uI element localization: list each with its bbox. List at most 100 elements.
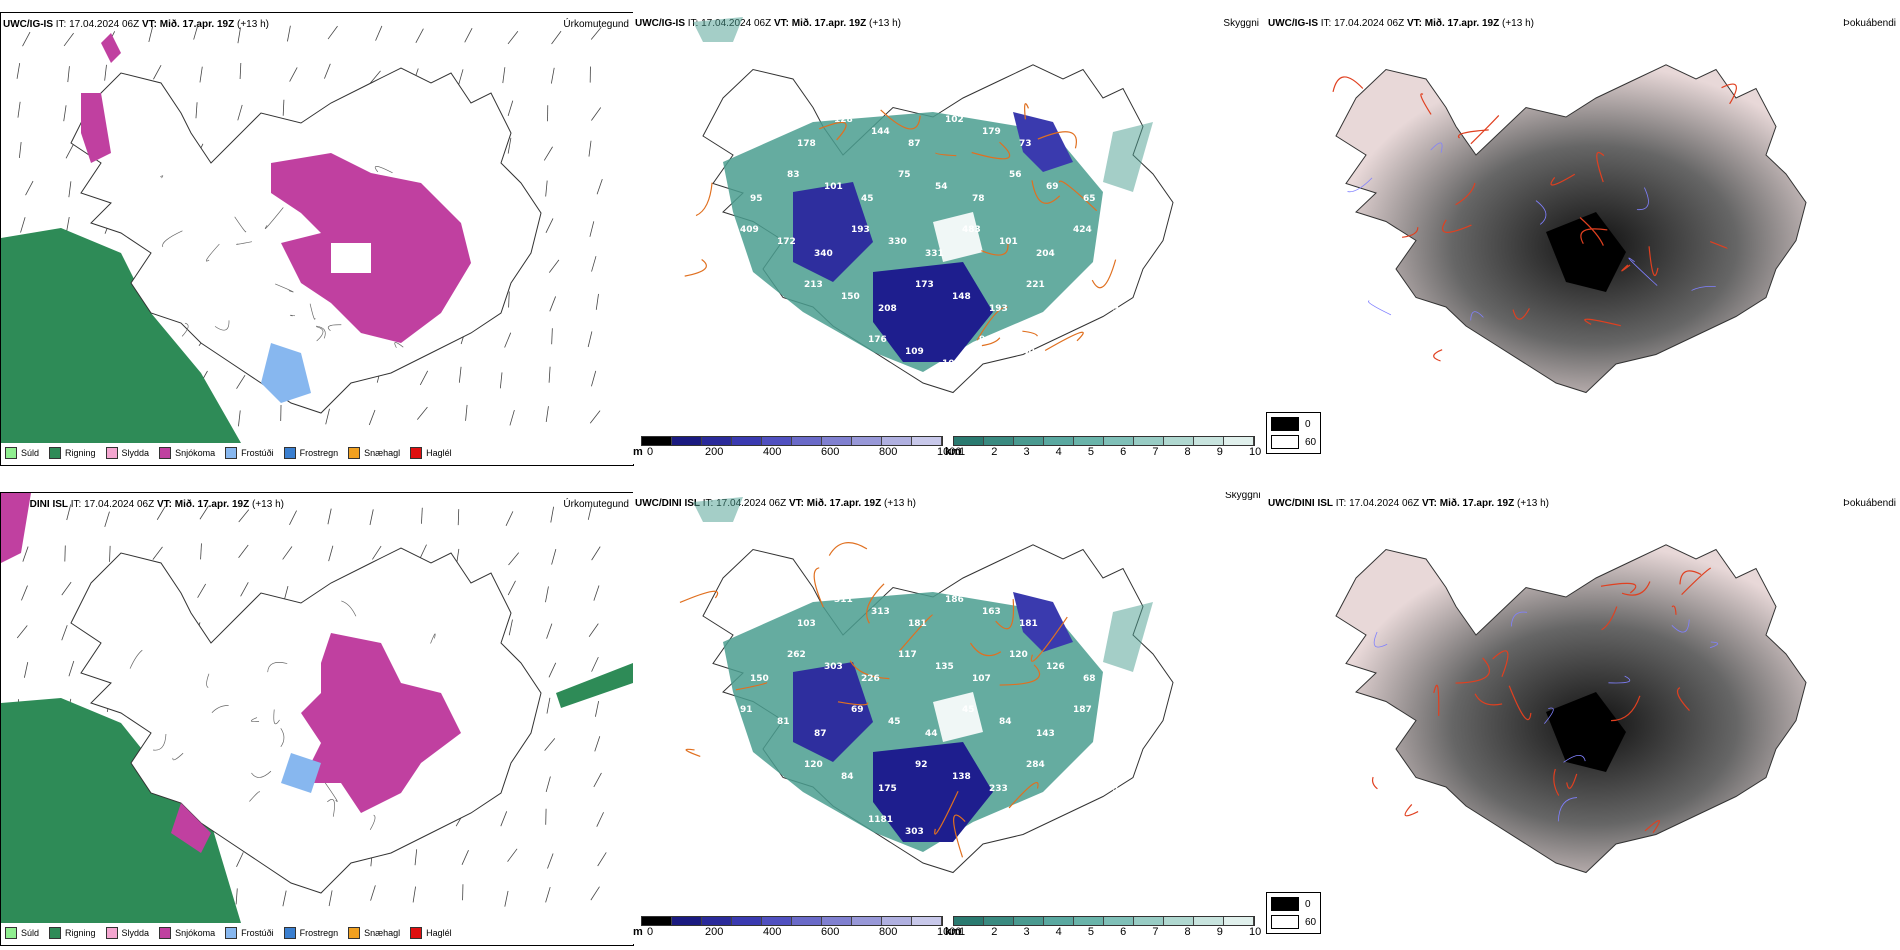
scale-tick: 1 — [959, 446, 966, 458]
visibility-value: 483 — [962, 225, 981, 235]
wind-barb — [549, 296, 556, 312]
visibility-value: 233 — [989, 784, 1008, 794]
fog-legend-item: 0 — [1271, 897, 1316, 911]
visibility-panel-bottom: UWC/DINI ISL IT: 17.04.2024 06Z VT: Mið.… — [633, 492, 1265, 944]
river — [280, 728, 285, 747]
river — [273, 709, 280, 725]
visibility-value: 178 — [797, 139, 816, 149]
clear-area — [933, 692, 983, 742]
color-bin — [1074, 917, 1104, 925]
legend-label: Slydda — [121, 448, 150, 458]
color-bin — [1224, 917, 1254, 925]
road — [1441, 219, 1472, 233]
visibility-value: 144 — [871, 127, 890, 137]
legend-label: Frostregn — [299, 928, 339, 938]
visibility-value: 101 — [999, 237, 1018, 247]
legend-swatch — [105, 927, 118, 939]
wind-barb — [25, 180, 34, 196]
color-bin — [954, 917, 984, 925]
color-bin — [762, 917, 792, 925]
river — [214, 320, 230, 331]
color-bin — [882, 437, 912, 445]
visibility-value: 78 — [831, 839, 844, 849]
road — [1721, 83, 1737, 105]
river — [1557, 797, 1578, 822]
river — [1636, 187, 1649, 211]
visibility-value: 193 — [851, 225, 870, 235]
wind-barb — [505, 511, 514, 526]
river — [323, 780, 338, 802]
river — [267, 662, 288, 673]
fog-legend-item: 60 — [1271, 435, 1316, 449]
legend-item: Haglél — [410, 927, 452, 939]
wind-barb — [596, 179, 603, 195]
panel-header: UWC/IG-IS IT: 17.04.2024 06Z VT: Mið. 17… — [3, 19, 269, 30]
wind-barb — [328, 890, 333, 907]
low-visibility-area — [793, 662, 873, 762]
wind-barb — [65, 216, 70, 233]
river — [289, 314, 295, 317]
legend-swatch — [283, 927, 296, 939]
scale-tick: 200 — [705, 926, 724, 938]
road — [934, 790, 959, 835]
scale-tick: 3 — [1023, 446, 1030, 458]
visibility-value: 262 — [787, 650, 806, 660]
scale-tick: 10 — [1249, 926, 1262, 938]
road — [1455, 657, 1491, 684]
wind-barb — [507, 100, 514, 117]
legend-swatch — [49, 447, 62, 459]
visibility-value: 162 — [730, 292, 749, 302]
wind-barb — [193, 24, 199, 40]
legend-swatch — [1271, 915, 1299, 929]
color-bin — [792, 437, 822, 445]
wind-barb — [20, 217, 26, 233]
wind-barb — [458, 69, 464, 85]
color-bin — [852, 437, 882, 445]
road — [1648, 246, 1659, 277]
wind-barb — [282, 546, 293, 560]
river — [206, 243, 220, 262]
river — [316, 325, 326, 339]
legend-label: Snjókoma — [175, 448, 216, 458]
visibility-value: 229 — [730, 772, 749, 782]
wind-barb — [67, 66, 70, 83]
wind-barb — [594, 736, 601, 752]
legend-label: 0 — [1305, 898, 1311, 910]
visibility-value: 150 — [841, 292, 860, 302]
road — [1584, 318, 1621, 327]
river — [181, 322, 189, 337]
river — [251, 770, 272, 778]
color-bin — [672, 917, 702, 925]
road — [899, 614, 934, 652]
color-bin — [822, 437, 852, 445]
river — [129, 649, 143, 669]
legend-swatch — [5, 927, 17, 939]
visibility-scale-km: km 1 2 3 4 5 6 7 8 9 10 — [945, 436, 1265, 464]
color-bar — [641, 916, 943, 926]
legend-swatch — [225, 927, 238, 939]
legend-label: Snjókoma — [175, 928, 216, 938]
fog-high — [1546, 692, 1626, 772]
visibility-value: 44 — [925, 729, 938, 739]
visibility-value: 103 — [797, 619, 816, 629]
wind-barb — [327, 25, 338, 40]
visibility-value: 135 — [935, 662, 954, 672]
visibility-value: 181 — [908, 619, 927, 629]
scale-tick: 1000 — [937, 926, 962, 938]
visibility-value: 303 — [905, 827, 924, 837]
road — [1601, 606, 1618, 631]
scale-tick: 10 — [1249, 446, 1262, 458]
river — [1709, 641, 1719, 649]
precip-type-panel-bottom: UWC/DINI ISL IT: 17.04.2024 06Z VT: Mið.… — [0, 492, 634, 946]
color-bin — [984, 437, 1014, 445]
scale-tick: 7 — [1152, 926, 1159, 938]
legend-swatch — [410, 447, 423, 459]
visibility-value: 20 — [794, 827, 807, 837]
legend-label: Frostúði — [241, 928, 274, 938]
wind-barb — [289, 67, 298, 82]
wind-barb — [591, 656, 599, 672]
legend-label: 60 — [1305, 916, 1317, 928]
visibility-value: 148 — [1063, 772, 1082, 782]
river — [1544, 707, 1554, 724]
wind-barb — [546, 697, 551, 714]
